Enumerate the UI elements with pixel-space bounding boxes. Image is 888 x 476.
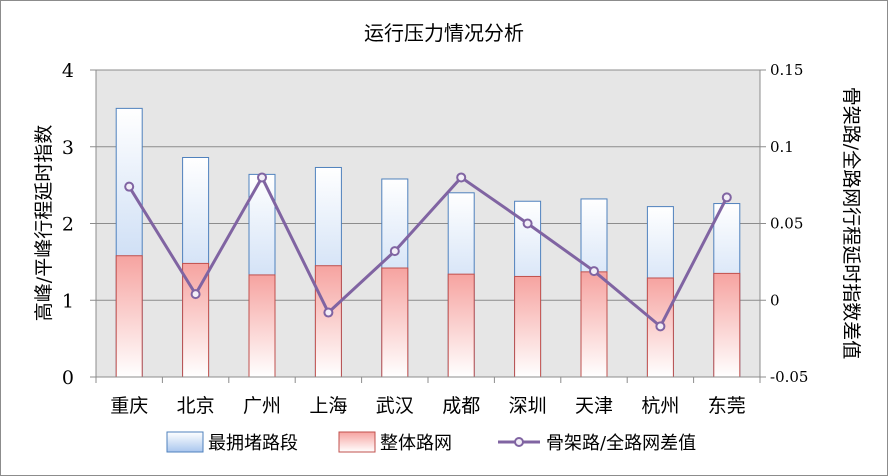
- legend-swatch-worst-segment: [166, 431, 204, 453]
- y-right-tick-label: 0.1: [770, 138, 794, 156]
- difference-polyline: [127, 175, 729, 328]
- difference-point: [323, 307, 334, 318]
- x-tick-label: 上海: [309, 395, 347, 417]
- x-tick-label: 天津: [575, 395, 613, 417]
- x-tick-label: 杭州: [641, 395, 679, 417]
- bars: [115, 107, 741, 378]
- x-tick-label: 广州: [243, 395, 281, 417]
- difference-line: [127, 175, 729, 328]
- y-right-tick-label: -0.05: [770, 368, 808, 386]
- difference-point: [655, 321, 666, 332]
- axes: 0 1 2 3 4 -0.05 0 0.05 0.1 0.15 重庆 北京 广州 上海 武汉 成都 深圳 天津 杭州…: [62, 60, 809, 417]
- bar-whole-network: [447, 273, 475, 378]
- legend-label-worst-segment: 最拥堵路段: [208, 433, 298, 454]
- legend-swatch-whole-network: [338, 431, 376, 453]
- legend: 最拥堵路段 整体路网 骨架路/全路网差值: [166, 431, 696, 454]
- bar-whole-network: [514, 275, 542, 378]
- bar-whole-network: [115, 255, 143, 378]
- legend-swatch-difference-marker: [514, 437, 524, 447]
- legend-label-whole-network: 整体路网: [380, 433, 452, 454]
- difference-markers: [124, 172, 732, 332]
- x-tick-label: 北京: [177, 395, 215, 417]
- legend-item-worst-segment: 最拥堵路段: [166, 431, 298, 454]
- difference-point: [522, 218, 533, 229]
- legend-item-difference: 骨架路/全路网差值: [498, 433, 696, 454]
- y-left-tick-label: 2: [62, 214, 74, 236]
- bar-whole-network: [381, 267, 409, 378]
- difference-point: [389, 246, 400, 257]
- bar-whole-network: [713, 272, 741, 378]
- difference-point: [124, 181, 135, 192]
- x-tick-label: 武汉: [376, 395, 414, 417]
- bar-whole-network: [580, 271, 608, 378]
- x-tick-label: 成都: [442, 395, 480, 417]
- y-right-tick-label: 0: [770, 291, 780, 309]
- x-tick-label: 东莞: [708, 395, 746, 417]
- difference-point: [257, 172, 267, 183]
- difference-point: [589, 266, 599, 277]
- bar-whole-network: [248, 274, 276, 378]
- legend-label-difference: 骨架路/全路网差值: [546, 433, 696, 454]
- difference-point: [190, 289, 201, 300]
- x-tick-label: 深圳: [509, 395, 547, 417]
- bar-whole-network: [314, 265, 342, 378]
- x-tick-label: 重庆: [110, 395, 148, 417]
- difference-point: [456, 172, 467, 183]
- y-left-tick-label: 4: [62, 60, 74, 82]
- y-left-tick-label: 1: [62, 290, 74, 312]
- y-axis-right-label: 骨架路/全路网行程延时指数差值: [840, 87, 862, 359]
- y-right-tick-label: 0.05: [770, 215, 803, 233]
- legend-item-whole-network: 整体路网: [338, 431, 452, 454]
- y-axis-left-label: 高峰/平峰行程延时指数: [33, 125, 55, 321]
- y-left-tick-label: 0: [62, 367, 74, 389]
- y-right-tick-label: 0.15: [770, 61, 803, 79]
- chart-title: 运行压力情况分析: [364, 21, 524, 45]
- y-left-tick-label: 3: [62, 137, 74, 159]
- difference-point: [721, 192, 732, 203]
